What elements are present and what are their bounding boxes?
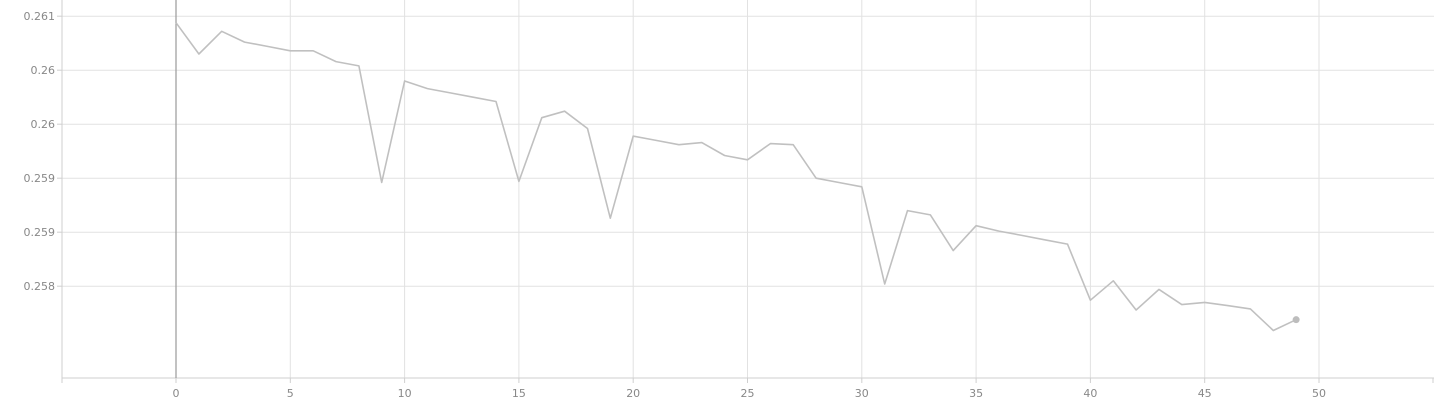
data-point <box>700 141 704 145</box>
data-point <box>837 181 841 185</box>
data-point <box>791 143 795 147</box>
x-tick-label: 35 <box>969 387 983 400</box>
x-tick-label: 15 <box>512 387 526 400</box>
data-point <box>425 87 429 91</box>
data-point <box>517 179 521 183</box>
data-point <box>1111 279 1115 283</box>
y-tick-label: 0.26 <box>31 118 56 131</box>
data-point <box>746 158 750 162</box>
data-point <box>677 143 681 147</box>
data-point <box>357 64 361 68</box>
y-tick-label: 0.258 <box>24 280 56 293</box>
data-point <box>608 216 612 220</box>
data-point <box>997 229 1001 233</box>
x-tick-label: 25 <box>741 387 755 400</box>
data-point <box>1066 242 1070 246</box>
data-point <box>723 154 727 158</box>
data-point <box>494 100 498 104</box>
y-tick-labels: 0.261 0.26 0.26 0.259 0.259 0.258 <box>24 10 56 293</box>
data-point <box>883 282 887 286</box>
x-gridlines <box>61 0 1434 383</box>
data-point <box>220 29 224 33</box>
x-tick-label: 0 <box>173 387 180 400</box>
data-point <box>1157 287 1161 291</box>
x-tick-label: 30 <box>855 387 869 400</box>
data-point <box>311 49 315 53</box>
y-tick-label: 0.259 <box>24 226 56 239</box>
data-point <box>1043 238 1047 242</box>
y-gridlines <box>57 15 1434 287</box>
data-point <box>951 249 955 253</box>
x-tick-labels: 0 5 10 15 20 25 30 35 40 45 50 <box>173 387 1327 400</box>
data-point <box>471 95 475 99</box>
data-point <box>928 213 932 217</box>
data-point <box>1134 308 1138 312</box>
data-point <box>768 142 772 146</box>
data-point <box>265 44 269 48</box>
data-point <box>1088 298 1092 302</box>
data-point <box>1180 303 1184 307</box>
data-point <box>1226 304 1230 308</box>
data-point <box>974 224 978 228</box>
data-point <box>1020 233 1024 237</box>
x-tick-label: 45 <box>1198 387 1212 400</box>
y-tick-label: 0.261 <box>24 10 56 23</box>
data-point <box>540 116 544 120</box>
data-point <box>563 109 567 113</box>
data-point <box>243 40 247 44</box>
series-line <box>175 22 1297 332</box>
y-tick-label: 0.259 <box>24 172 56 185</box>
data-point <box>860 185 864 189</box>
data-point <box>814 176 818 180</box>
data-point <box>1248 307 1252 311</box>
data-point <box>380 181 384 185</box>
data-point <box>403 79 407 83</box>
data-point <box>448 91 452 95</box>
data-point <box>334 60 338 64</box>
x-tick-label: 10 <box>398 387 412 400</box>
data-point <box>288 49 292 53</box>
x-tick-label: 5 <box>287 387 294 400</box>
data-point <box>197 52 201 56</box>
data-point <box>174 21 178 25</box>
data-point <box>654 138 658 142</box>
x-tick-label: 40 <box>1083 387 1097 400</box>
data-point <box>1271 328 1275 332</box>
data-point <box>585 127 589 131</box>
data-point <box>1203 300 1207 304</box>
x-tick-label: 20 <box>626 387 640 400</box>
series-end-point <box>1292 316 1300 324</box>
x-tick-label: 50 <box>1312 387 1326 400</box>
data-point <box>631 134 635 138</box>
y-tick-label: 0.26 <box>31 64 56 77</box>
series-group <box>174 21 1300 332</box>
data-point <box>906 209 910 213</box>
